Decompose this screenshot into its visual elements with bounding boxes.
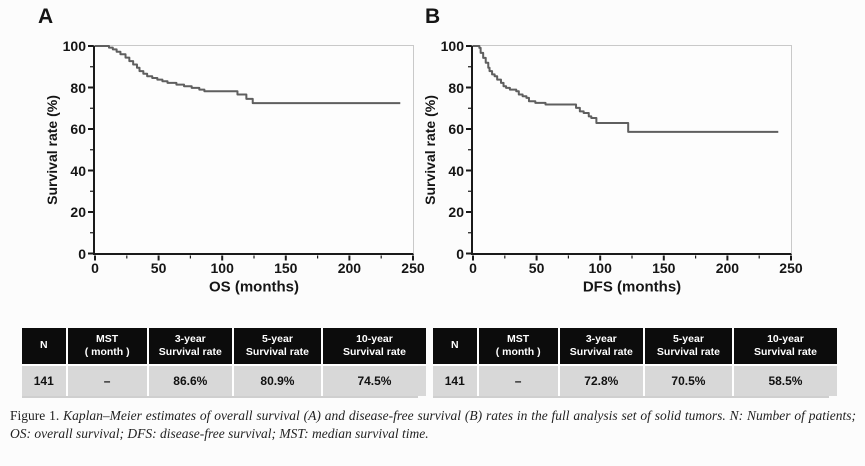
x-tick-label: 50 <box>150 260 167 276</box>
header-line: MST <box>96 332 119 345</box>
table-header-cell: N <box>22 328 66 364</box>
table-header-cell: 10-year Survival rate <box>323 328 426 364</box>
summary-table-dfs: N MST ( month ) 3-year Survival rate 5-y… <box>433 328 837 398</box>
y-tick-label: 100 <box>62 38 86 54</box>
table-data-cell: 86.6% <box>148 366 232 396</box>
y-axis-ticks: 100 80 60 40 20 0 <box>36 37 86 263</box>
header-line: Survival rate <box>245 346 309 358</box>
header-line: N <box>39 339 48 352</box>
table-data-cell: 70.5% <box>644 366 732 396</box>
table-data-cell: 74.5% <box>323 366 426 396</box>
header-line: Survival rate <box>753 346 817 358</box>
panel-a-label: A <box>38 5 54 28</box>
table-data-cell: 72.8% <box>559 366 643 396</box>
y-tick-label: 60 <box>448 121 464 138</box>
table-header-cell: 3-year Survival rate <box>559 328 643 364</box>
x-tick-label: 100 <box>210 260 234 276</box>
table-data-cell: – <box>67 366 147 396</box>
figure-caption-number: Figure 1. <box>10 408 60 423</box>
table-header-cell: N <box>433 328 477 364</box>
header-line: 10-year <box>767 332 804 345</box>
y-tick-label: 60 <box>70 121 86 138</box>
header-line: Survival rate <box>656 346 720 358</box>
table-data-cell: 141 <box>22 366 66 396</box>
header-line: Survival rate <box>569 346 633 358</box>
header-line: 5-year <box>672 332 704 345</box>
figure-caption: Figure 1. Kaplan–Meier estimates of over… <box>10 407 856 442</box>
panel-b-label: B <box>425 5 441 28</box>
figure-caption-text: Kaplan–Meier estimates of overall surviv… <box>10 408 857 441</box>
panel-b: B 100 80 60 40 20 0 0 50 100 150 200 250… <box>378 0 812 322</box>
header-line: Survival rate <box>342 346 406 358</box>
header-line: 10-year <box>356 332 393 345</box>
y-tick-label: 0 <box>456 245 464 262</box>
header-line: 3-year <box>585 332 617 345</box>
table-data-cell: – <box>478 366 558 396</box>
x-tick-label: 200 <box>715 260 740 276</box>
header-line: MST <box>507 332 530 345</box>
x-tick-label: 250 <box>401 260 425 276</box>
y-tick-label: 100 <box>440 38 464 54</box>
x-tick-label: 200 <box>337 260 362 276</box>
y-axis-title: Survival rate (%) <box>422 95 438 205</box>
table-header-cell: 3-year Survival rate <box>148 328 232 364</box>
x-tick-label: 0 <box>469 260 477 276</box>
table-header-cell: 5-year Survival rate <box>233 328 321 364</box>
header-line: N <box>450 339 459 352</box>
y-tick-label: 20 <box>70 204 86 221</box>
header-line: ( month ) <box>84 346 130 358</box>
y-tick-label: 20 <box>448 204 464 221</box>
x-tick-label: 100 <box>588 260 612 276</box>
table-header-cell: 5-year Survival rate <box>644 328 732 364</box>
x-tick-label: 150 <box>652 260 676 276</box>
header-line: ( month ) <box>495 346 541 358</box>
y-axis-title: Survival rate (%) <box>44 95 60 205</box>
x-axis-title: OS (months) <box>209 278 299 296</box>
y-tick-label: 80 <box>448 79 464 96</box>
x-tick-label: 150 <box>274 260 298 276</box>
table-header-cell: MST ( month ) <box>67 328 147 364</box>
x-axis-title: DFS (months) <box>582 278 682 296</box>
table-header-cell: MST ( month ) <box>478 328 558 364</box>
x-tick-label: 50 <box>528 260 545 276</box>
header-line: Survival rate <box>158 346 222 358</box>
header-line: 3-year <box>174 332 206 345</box>
plot-area <box>93 45 414 255</box>
table-data-cell: 80.9% <box>233 366 321 396</box>
summary-table-os: N MST ( month ) 3-year Survival rate 5-y… <box>22 328 426 398</box>
panel-a: A 100 80 60 40 20 0 0 50 100 150 200 250… <box>0 0 434 322</box>
table-data-cell: 58.5% <box>734 366 837 396</box>
table-data-cell: 141 <box>433 366 477 396</box>
x-tick-label: 0 <box>91 260 99 276</box>
y-tick-label: 40 <box>448 162 464 179</box>
y-tick-label: 40 <box>70 162 86 179</box>
plot-area <box>471 45 792 255</box>
y-tick-label: 0 <box>78 245 86 262</box>
header-line: 5-year <box>261 332 293 345</box>
x-axis-ticks: 0 50 100 150 200 250 <box>78 260 430 276</box>
table-header-cell: 10-year Survival rate <box>734 328 837 364</box>
y-tick-label: 80 <box>70 79 86 96</box>
x-tick-label: 250 <box>779 260 803 276</box>
x-axis-ticks: 0 50 100 150 200 250 <box>456 260 808 276</box>
y-axis-ticks: 100 80 60 40 20 0 <box>414 37 464 263</box>
